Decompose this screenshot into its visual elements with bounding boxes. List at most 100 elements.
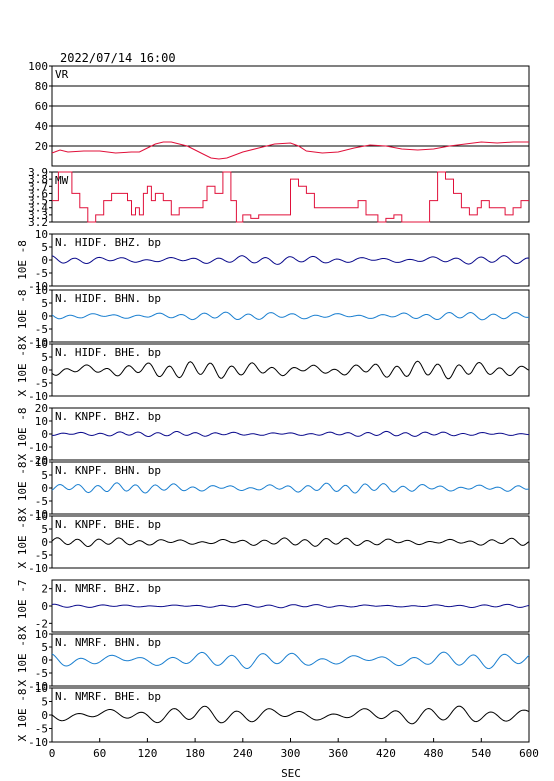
y-tick-label: 0: [41, 654, 48, 667]
x-tick-label: 120: [137, 747, 157, 760]
y-tick-label: 5: [41, 241, 48, 254]
y-tick-label: 80: [35, 80, 48, 93]
y-tick-label: 3.7: [28, 180, 48, 193]
y-tick-label: -5: [35, 267, 48, 280]
y-axis-label: X 10E -8: [16, 689, 29, 742]
series-line: [52, 430, 530, 438]
y-tick-label: 0: [41, 428, 48, 441]
x-axis: 0 60 120 180 240 300 360 420 480 540 600: [49, 738, 539, 760]
y-tick-label: 3.6: [28, 187, 48, 200]
y-axis-label: X 10E -8: [16, 344, 29, 397]
y-tick-label: 3.2: [28, 216, 48, 229]
y-tick-label: -2: [35, 617, 48, 630]
y-tick-label: 100: [28, 60, 48, 73]
y-tick-label: -10: [28, 736, 48, 749]
y-axis-label: X 10E -7: [16, 580, 29, 633]
y-tick-label: 5: [41, 469, 48, 482]
y-tick-label: 60: [35, 100, 48, 113]
y-tick-label: 5: [41, 696, 48, 709]
series-line: [51, 603, 530, 609]
y-tick-label: 0: [41, 709, 48, 722]
y-tick-label: -5: [35, 495, 48, 508]
panel-label: N. KNPF. BHE. bp: [55, 518, 161, 531]
series-line: [52, 171, 529, 223]
figure-title: 2022/07/14 16:00: [60, 51, 176, 65]
series-line: [51, 360, 530, 380]
panel-label: N. KNPF. BHN. bp: [55, 464, 161, 477]
y-tick-label: 0: [41, 364, 48, 377]
y-tick-label: -10: [28, 441, 48, 454]
y-tick-label: 10: [35, 415, 48, 428]
y-axis-label: 10E -8: [16, 240, 29, 280]
panel-label: N. HIDF. BHE. bp: [55, 346, 161, 359]
y-tick-label: -5: [35, 323, 48, 336]
series-line: [51, 141, 529, 160]
panel-1: 3.93.83.73.63.53.43.33.2 MW: [28, 166, 530, 229]
y-tick-label: 10: [35, 338, 48, 351]
panel-label: N. KNPF. BHZ. bp: [55, 410, 161, 423]
series-line: [51, 537, 530, 548]
series-line: [51, 255, 530, 265]
panel-0: 100 80 60 40 20 VR: [28, 60, 530, 167]
y-tick-label: 3.8: [28, 173, 48, 186]
y-tick-label: -10: [28, 562, 48, 575]
x-tick-label: 420: [376, 747, 396, 760]
panel-frame: [51, 633, 530, 687]
series-line: [51, 311, 530, 321]
y-tick-label: -5: [35, 549, 48, 562]
panel-8: 2 0 -2 N. NMRF. BHZ. bp X 10E -7: [16, 579, 530, 633]
y-tick-label: 0: [41, 482, 48, 495]
x-tick-label: 0: [49, 747, 56, 760]
y-axis-label: X 10E -8: [16, 516, 29, 569]
y-tick-label: 3.5: [28, 195, 48, 208]
x-tick-label: 180: [185, 747, 205, 760]
y-tick-label: 10: [35, 228, 48, 241]
y-axis-label: X 10E -8: [16, 462, 29, 515]
y-tick-label: 2: [41, 583, 48, 596]
panel-label: MW: [55, 174, 69, 187]
panel-frame: [51, 461, 530, 515]
y-axis-label: X 10E -8: [16, 634, 29, 687]
x-axis-label: SEC: [281, 767, 301, 780]
x-tick-label: 480: [424, 747, 444, 760]
panel-frame: [51, 407, 530, 461]
x-tick-label: 540: [471, 747, 491, 760]
panel-frame: [51, 289, 530, 343]
y-tick-label: 0: [41, 254, 48, 267]
y-tick-label: 10: [35, 628, 48, 641]
panel-frame: [51, 65, 530, 167]
x-tick-label: 240: [233, 747, 253, 760]
y-tick-label: -10: [28, 390, 48, 403]
panel-label: N. NMRF. BHE. bp: [55, 690, 161, 703]
y-tick-label: 10: [35, 510, 48, 523]
panel-label: VR: [55, 68, 69, 81]
series-line: [51, 651, 530, 670]
y-tick-label: 5: [41, 297, 48, 310]
y-tick-label: 5: [41, 523, 48, 536]
y-tick-label: 10: [35, 284, 48, 297]
panel-label: N. NMRF. BHZ. bp: [55, 582, 161, 595]
y-tick-label: -10: [28, 680, 48, 693]
x-tick-label: 60: [93, 747, 106, 760]
panel-6: 10 50-5-10 N. KNPF. BHN. bp X 10E -8: [16, 456, 530, 521]
y-tick-label: -5: [35, 377, 48, 390]
panel-label: N. HIDF. BHZ. bp: [55, 236, 161, 249]
panel-label: N. NMRF. BHN. bp: [55, 636, 161, 649]
y-tick-label: -10: [28, 508, 48, 521]
y-tick-label: 3.3: [28, 209, 48, 222]
y-tick-label: -5: [35, 667, 48, 680]
y-tick-label: -20: [28, 454, 48, 467]
x-tick-label: 300: [281, 747, 301, 760]
y-axis-label: X 10E -8: [16, 290, 29, 343]
series-line: [51, 705, 530, 725]
panels: 10080604020VR3.93.83.73.63.53.43.33.2MW1…: [16, 60, 530, 749]
y-tick-label: 10: [35, 682, 48, 695]
panel-frame: [51, 171, 530, 223]
y-tick-label: 3.9: [28, 166, 48, 179]
